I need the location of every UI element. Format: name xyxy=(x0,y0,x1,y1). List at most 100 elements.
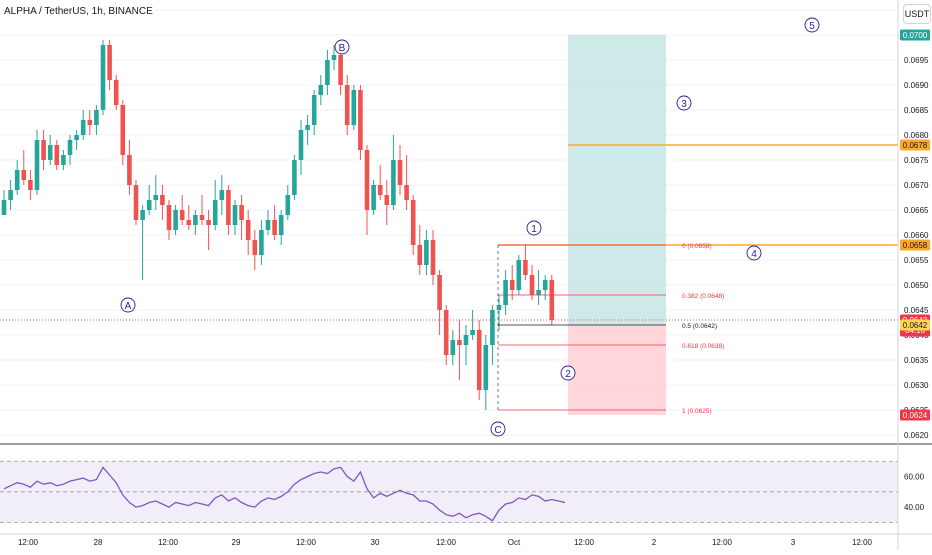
candle-body xyxy=(140,210,145,220)
price-tick-label: 0.0675 xyxy=(904,156,929,165)
wave-labels[interactable]: A B C 1 2 3 4 5 xyxy=(120,17,820,437)
time-axis[interactable]: 12:00 28 12:00 29 12:00 30 12:00 Oct 12:00 2 12:00… xyxy=(0,533,932,547)
candle-body xyxy=(160,195,165,205)
rsi-line xyxy=(3,466,566,522)
wave-label-b[interactable]: B xyxy=(334,39,350,55)
candle-body xyxy=(344,85,350,125)
price-axis[interactable]: 0.07050.07000.06950.06900.06850.06800.06… xyxy=(897,0,930,550)
candle-body xyxy=(463,335,469,345)
time-tick-label: 12:00 xyxy=(18,538,39,547)
fibonacci-retracement[interactable]: 0 (0.0658) 0.382 (0.0648) 0.5 (0.0642) 0.61… xyxy=(497,243,724,415)
wave-label-circle xyxy=(120,297,136,313)
fib-level-label: 0.382 (0.0648) xyxy=(682,293,724,300)
fib-level-label: 0.618 (0.0638) xyxy=(682,343,724,350)
wave-label-3[interactable]: 3 xyxy=(676,95,692,111)
drawing-lines[interactable] xyxy=(0,144,898,321)
wave-label-text: 3 xyxy=(681,99,687,110)
wave-label-text: 2 xyxy=(565,369,571,380)
wave-label-1[interactable]: 1 xyxy=(526,220,542,236)
candle-body xyxy=(193,215,198,225)
candle-body xyxy=(146,200,152,210)
candle-body xyxy=(364,150,370,210)
candle-body xyxy=(226,190,231,225)
candle-body xyxy=(285,195,291,215)
candle-body xyxy=(47,145,53,160)
wave-label-4[interactable]: 4 xyxy=(746,245,762,261)
candle-body xyxy=(490,310,495,345)
candle-body xyxy=(404,185,409,200)
time-tick-label: 30 xyxy=(371,538,380,547)
candle-body xyxy=(496,305,502,310)
time-tick-label: 12:00 xyxy=(296,538,317,547)
currency-button[interactable]: USDT xyxy=(903,4,931,24)
candle-body xyxy=(397,160,403,185)
candle-body xyxy=(542,280,548,290)
wave-label-circle xyxy=(804,17,820,33)
time-tick-label: 29 xyxy=(232,538,241,547)
price-badge-label: 0.0624 xyxy=(903,411,928,420)
position-zones xyxy=(568,35,666,415)
candle-body xyxy=(61,155,66,165)
candle-body xyxy=(483,345,489,390)
candle-body xyxy=(536,290,541,295)
candle-body xyxy=(523,260,528,275)
candle-body xyxy=(338,55,343,85)
wave-label-a[interactable]: A xyxy=(120,297,136,313)
time-tick-label: 12:00 xyxy=(436,538,457,547)
candles xyxy=(1,40,555,410)
price-badge-label: 0.0658 xyxy=(903,241,928,250)
price-badge-label: 0.0642 xyxy=(903,321,928,330)
symbol-title: ALPHA / TetherUS, 1h, BINANCE xyxy=(4,6,153,17)
wave-label-circle xyxy=(490,421,506,437)
candle-body xyxy=(232,205,238,225)
candle-body xyxy=(127,155,132,185)
candle-body xyxy=(54,145,60,165)
candle-body xyxy=(384,195,390,205)
candle-body xyxy=(212,200,218,225)
time-tick-label: 12:00 xyxy=(574,538,595,547)
price-badge xyxy=(900,319,930,331)
candle-body xyxy=(153,195,159,200)
wave-label-text: 1 xyxy=(531,224,537,235)
wave-label-5[interactable]: 5 xyxy=(804,17,820,33)
candle-body xyxy=(41,140,46,160)
candle-body xyxy=(80,120,86,135)
candle-body xyxy=(87,120,93,125)
candle-body xyxy=(265,220,271,230)
wave-label-c[interactable]: C xyxy=(490,421,506,437)
grid xyxy=(0,9,932,445)
price-badge-label: 0.0700 xyxy=(903,31,928,40)
wave-label-text: 5 xyxy=(809,21,815,32)
price-tick-label: 0.0655 xyxy=(904,256,929,265)
price-tick-label: 0.0620 xyxy=(904,431,929,440)
candle-body xyxy=(311,95,317,125)
candle-body xyxy=(292,160,297,195)
candle-body xyxy=(318,85,324,95)
fib-level-label: 0.5 (0.0642) xyxy=(682,323,717,330)
fib-level-label: 1 (0.0625) xyxy=(682,408,712,415)
time-tick-label: 28 xyxy=(94,538,103,547)
candle-body xyxy=(206,220,211,225)
price-tick-label: 0.0630 xyxy=(904,381,929,390)
candle-body xyxy=(470,330,475,335)
candle-body xyxy=(133,185,139,220)
candle-body xyxy=(272,220,277,235)
candle-body xyxy=(8,190,13,200)
candle-body xyxy=(107,45,112,80)
wave-label-circle xyxy=(334,39,350,55)
wave-label-text: A xyxy=(125,301,132,312)
candle-body xyxy=(120,105,126,155)
candle-body xyxy=(377,185,383,195)
candle-body xyxy=(199,215,205,220)
price-tick-label: 0.0690 xyxy=(904,81,929,90)
candle-body xyxy=(245,220,251,240)
time-tick-label: 3 xyxy=(791,538,796,547)
price-tick-label: 0.0695 xyxy=(904,56,929,65)
wave-label-circle xyxy=(746,245,762,261)
rsi-tick-label: 40.00 xyxy=(904,503,925,512)
candle-body xyxy=(239,205,244,220)
wave-label-2[interactable]: 2 xyxy=(560,365,576,381)
candle-body xyxy=(186,220,192,225)
